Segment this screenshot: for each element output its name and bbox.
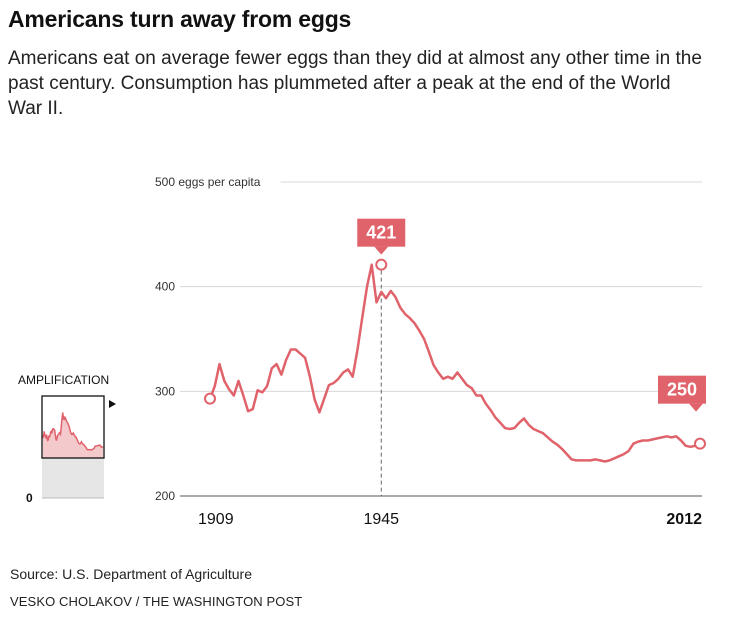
- gridlines: [179, 181, 702, 497]
- callout: 250: [658, 375, 706, 450]
- y-tick-label: 300: [155, 384, 175, 398]
- x-tick-label: 1909: [198, 511, 234, 528]
- inset-baseline-fill: [42, 458, 104, 498]
- x-tick-label: 1945: [363, 511, 399, 528]
- line-chart: 500 eggs per capita 400 300 200 1909 1945 201…: [18, 175, 706, 528]
- y-axis-labels: 500 eggs per capita 400 300 200: [155, 175, 261, 503]
- callout-point: [375, 258, 388, 271]
- callouts: 421 250: [357, 218, 706, 450]
- callout-label: 250: [667, 380, 697, 400]
- inset-line: [42, 412, 104, 451]
- series-line: [208, 263, 702, 463]
- callout-box: [658, 375, 706, 404]
- inset-label: AMPLIFICATION: [18, 373, 109, 387]
- source-note: Source: U.S. Department of Agriculture: [10, 566, 252, 582]
- callout-point: [694, 437, 706, 450]
- y-tick-label: 400: [155, 280, 175, 294]
- inset-zero-label: 0: [26, 491, 33, 505]
- chart-title: Americans turn away from eggs: [8, 6, 352, 32]
- chart-subtitle: Americans eat on average fewer eggs than…: [8, 48, 702, 119]
- x-axis-labels: 1909 1945 2012: [198, 511, 702, 528]
- callout-pointer: [374, 246, 389, 255]
- callout-label: 421: [366, 223, 396, 243]
- start-point: [204, 392, 216, 405]
- callout-pointer: [689, 403, 703, 412]
- x-tick-label: 2012: [666, 511, 702, 528]
- callout-box: [357, 218, 406, 247]
- y-tick-label: 500 eggs per capita: [155, 175, 261, 189]
- inset-arrow-icon: [109, 400, 116, 408]
- credit-line: VESKO CHOLAKOV / THE WASHINGTON POST: [10, 594, 303, 609]
- inset-window: [41, 395, 105, 459]
- y-tick-label: 200: [155, 489, 175, 503]
- amplification-inset: AMPLIFICATION 0: [18, 373, 116, 505]
- callout: 421: [357, 218, 406, 271]
